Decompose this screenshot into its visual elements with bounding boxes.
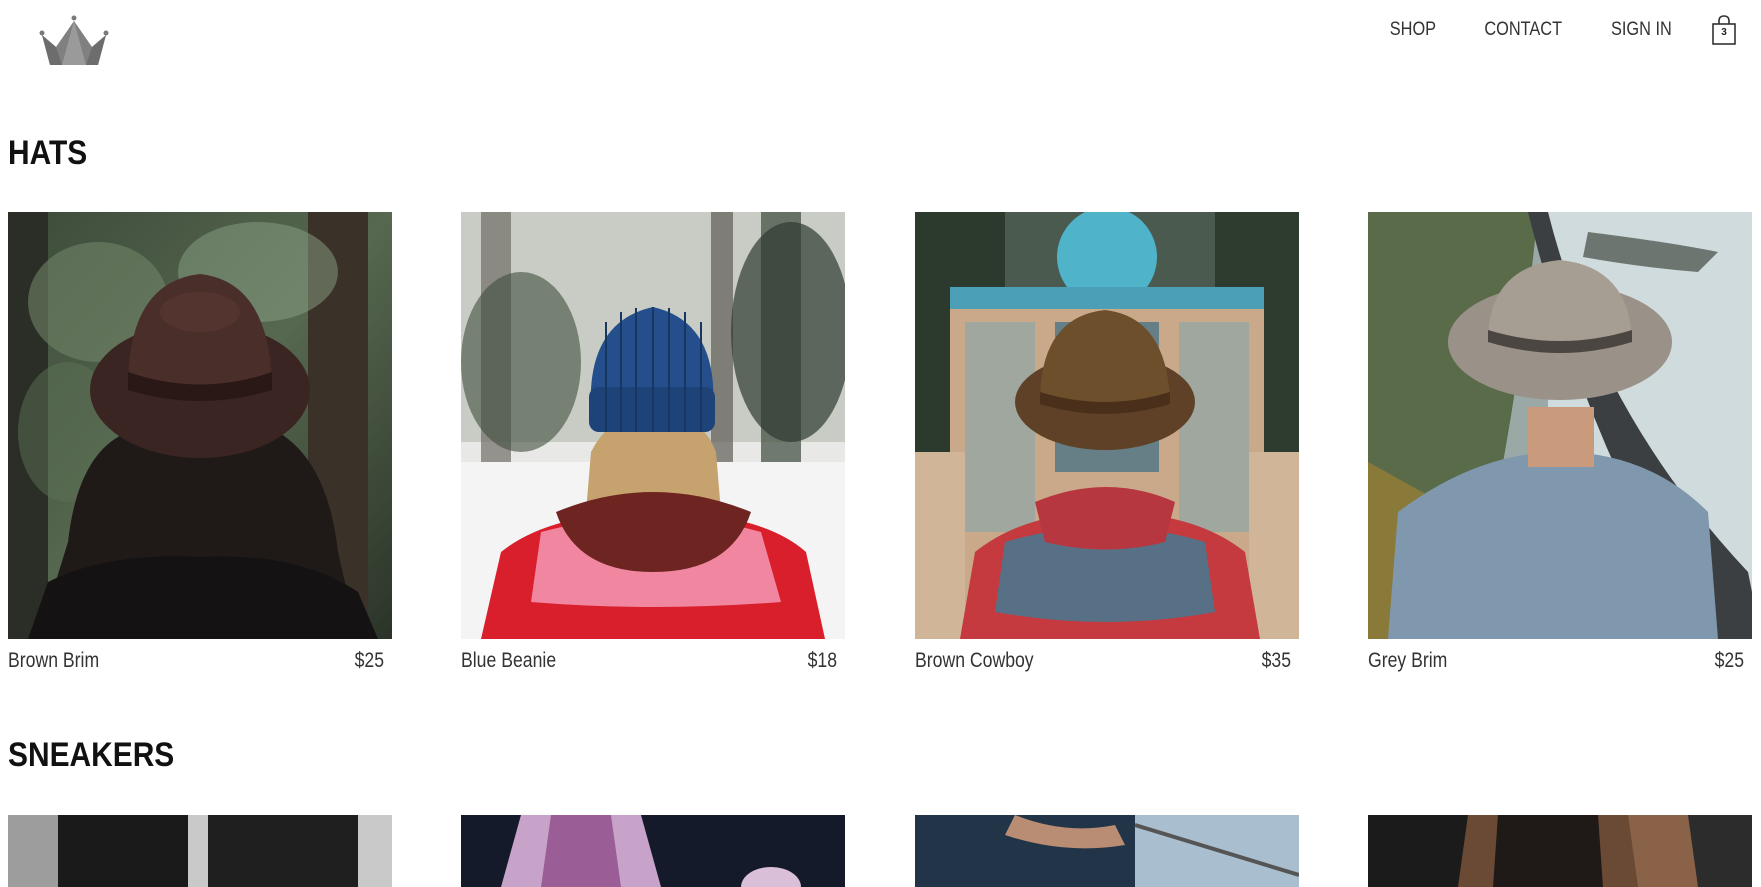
nav-sign-in-link[interactable]: SIGN IN bbox=[1611, 19, 1673, 40]
section-title-sneakers[interactable]: SNEAKERS bbox=[8, 736, 175, 774]
product-image-brown-brim[interactable] bbox=[8, 212, 392, 639]
product-info: Blue Beanie $18 bbox=[461, 649, 845, 679]
cart-item-count: 3 bbox=[1721, 27, 1727, 38]
site-header: SHOP CONTACT SIGN IN 3 bbox=[0, 0, 1761, 80]
product-image-brown-cowboy[interactable] bbox=[915, 212, 1299, 639]
product-image-grey-brim[interactable] bbox=[1368, 212, 1752, 639]
product-info: Grey Brim $25 bbox=[1368, 649, 1752, 679]
product-image-sneaker-2[interactable] bbox=[461, 815, 845, 887]
product-image-sneaker-4[interactable] bbox=[1368, 815, 1752, 887]
nav-shop-link[interactable]: SHOP bbox=[1389, 19, 1437, 40]
section-title-hats[interactable]: HATS bbox=[8, 134, 88, 172]
product-price: $35 bbox=[1261, 649, 1291, 672]
product-image-sneaker-1[interactable] bbox=[8, 815, 392, 887]
product-info: Brown Cowboy $35 bbox=[915, 649, 1299, 679]
product-name: Brown Cowboy bbox=[915, 649, 1034, 672]
crown-logo-icon[interactable] bbox=[38, 13, 110, 69]
product-price: $25 bbox=[1714, 649, 1744, 672]
product-image-blue-beanie[interactable] bbox=[461, 212, 845, 639]
product-name: Blue Beanie bbox=[461, 649, 557, 672]
product-name: Grey Brim bbox=[1368, 649, 1448, 672]
product-price: $18 bbox=[807, 649, 837, 672]
nav-contact-link[interactable]: CONTACT bbox=[1484, 19, 1562, 40]
product-image-sneaker-3[interactable] bbox=[915, 815, 1299, 887]
main-nav: SHOP CONTACT SIGN IN 3 bbox=[1386, 14, 1737, 46]
shopping-bag-icon bbox=[1712, 15, 1736, 45]
cart-button[interactable]: 3 bbox=[1711, 14, 1737, 46]
product-price: $25 bbox=[354, 649, 384, 672]
product-info: Brown Brim $25 bbox=[8, 649, 392, 679]
product-name: Brown Brim bbox=[8, 649, 100, 672]
